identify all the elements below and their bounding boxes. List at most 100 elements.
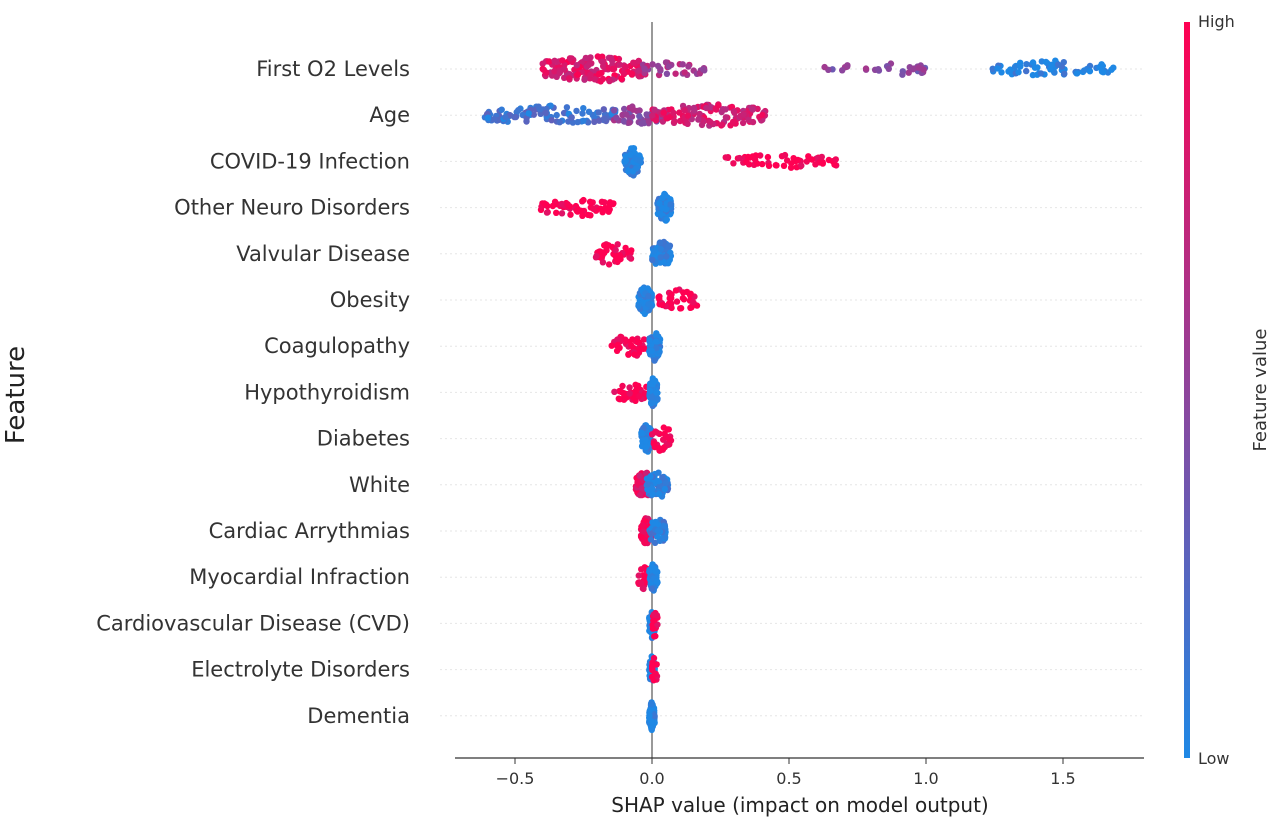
shap-point (707, 118, 714, 126)
shap-point (611, 388, 618, 395)
shap-point (525, 110, 532, 117)
shap-point (660, 522, 667, 529)
shap-point (612, 246, 619, 254)
shap-point (600, 115, 608, 122)
shap-point (1055, 61, 1062, 68)
shap-point (607, 54, 615, 62)
shap-point (687, 290, 694, 297)
shap-point (641, 65, 648, 73)
shap-point (598, 198, 606, 205)
shap-point (1031, 64, 1039, 71)
feature-label: Myocardial Infraction (189, 565, 410, 589)
shap-point (660, 109, 667, 116)
shap-point (636, 393, 643, 400)
shap-point (679, 294, 687, 302)
shap-point (635, 302, 642, 310)
feature-label: White (349, 473, 410, 497)
shap-point (634, 338, 641, 346)
shap-point (659, 301, 666, 309)
colorbar-high-label: High (1198, 12, 1235, 31)
shap-point (657, 246, 664, 253)
feature-label: Obesity (330, 288, 410, 312)
shap-point (655, 294, 662, 301)
beeswarm-points (481, 53, 1117, 733)
shap-point (729, 118, 737, 126)
shap-point (599, 75, 607, 83)
shap-point (1048, 61, 1055, 68)
feature-label: Age (369, 103, 410, 127)
shap-point (645, 118, 653, 125)
shap-point (548, 117, 555, 124)
shap-point (632, 381, 639, 388)
shap-point (805, 153, 812, 160)
shap-point (593, 252, 600, 260)
shap-point (613, 114, 620, 121)
shap-point (623, 111, 630, 118)
shap-point (1029, 71, 1037, 79)
shap-point (667, 196, 674, 203)
shap-point (765, 162, 773, 169)
shap-point (650, 440, 657, 447)
shap-point (751, 156, 759, 163)
shap-point (653, 612, 661, 619)
shap-point (680, 289, 687, 296)
shap-point (821, 63, 828, 71)
x-tick-label: 1.5 (1050, 769, 1075, 788)
shap-point (578, 207, 585, 215)
shap-point (689, 299, 697, 306)
shap-point (781, 151, 789, 159)
shap-point (580, 196, 587, 204)
shap-point (656, 200, 663, 207)
shap-point (832, 156, 839, 163)
feature-label: Diabetes (317, 427, 410, 451)
shap-point (628, 342, 635, 349)
shap-point (551, 57, 558, 64)
shap-point (635, 57, 642, 65)
shap-point (640, 336, 648, 343)
shap-point (580, 105, 587, 112)
shap-point (586, 198, 594, 205)
shap-point (1007, 66, 1014, 73)
shap-point (745, 161, 753, 168)
x-axis-title: SHAP value (impact on model output) (611, 793, 988, 817)
shap-point (637, 533, 645, 540)
shap-point (647, 536, 655, 543)
shap-point (638, 580, 645, 587)
shap-point (685, 63, 692, 70)
shap-point (759, 111, 766, 119)
shap-point (655, 469, 662, 476)
shap-point (556, 69, 563, 76)
shap-point (1096, 64, 1103, 71)
shap-point (567, 211, 574, 218)
shap-point (677, 305, 684, 312)
shap-point (616, 396, 623, 403)
shap-point (730, 108, 738, 115)
feature-label: Hypothyroidism (244, 380, 410, 404)
shap-point (664, 426, 671, 433)
shap-point (644, 285, 651, 292)
shap-point (653, 330, 660, 337)
shap-point (875, 66, 882, 73)
shap-point (679, 61, 686, 68)
shap-point (535, 103, 542, 110)
shap-point (700, 66, 707, 73)
shap-point (661, 485, 669, 493)
shap-point (568, 114, 575, 121)
shap-point (484, 114, 492, 121)
shap-point (703, 104, 710, 112)
shap-point (614, 241, 621, 248)
shap-point (606, 206, 613, 213)
shap-point (587, 71, 594, 78)
shap-point (745, 116, 752, 124)
shap-point (1015, 69, 1022, 76)
shap-point (553, 111, 560, 119)
shap-point (649, 61, 656, 68)
shap-point (654, 621, 661, 628)
shap-point (649, 625, 657, 632)
shap-point (681, 69, 688, 76)
shap-point (626, 119, 633, 126)
shap-point (597, 205, 604, 212)
shap-point (569, 119, 577, 126)
shap-point (645, 301, 652, 308)
